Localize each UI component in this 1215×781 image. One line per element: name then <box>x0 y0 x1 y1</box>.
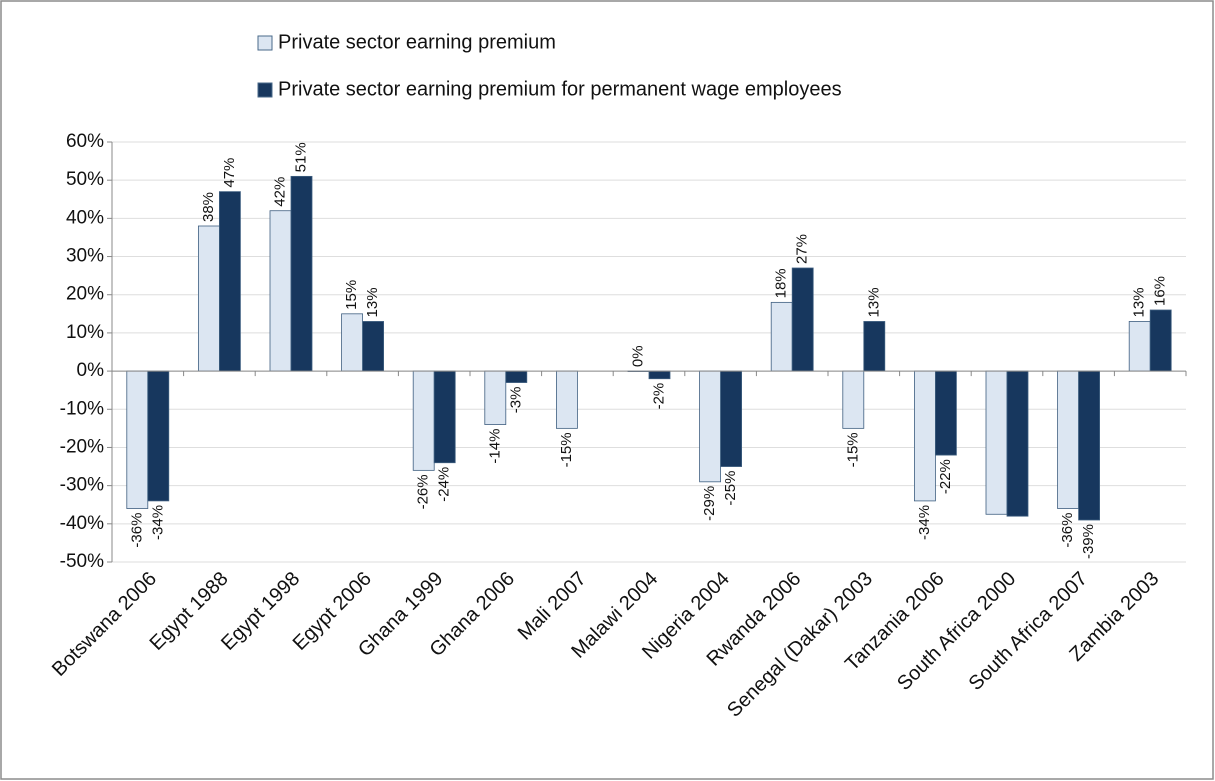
value-label: 15% <box>343 280 360 310</box>
bar <box>484 370 507 425</box>
value-label: 13% <box>865 287 882 317</box>
y-tick-label: -30% <box>60 475 104 496</box>
value-label: 27% <box>794 234 811 264</box>
bar <box>218 191 241 372</box>
value-label: -36% <box>128 513 145 548</box>
legend-label: Private sector earning premium <box>278 31 556 53</box>
bar <box>985 370 1008 515</box>
bar <box>269 210 292 372</box>
value-label: 13% <box>1131 287 1148 317</box>
value-label: -34% <box>916 505 933 540</box>
bar <box>1149 309 1172 372</box>
y-tick-label: -50% <box>60 551 104 572</box>
y-tick-label: 0% <box>77 360 105 381</box>
y-tick-label: -40% <box>60 513 104 534</box>
value-label: -25% <box>722 471 739 506</box>
value-label: -3% <box>507 387 524 414</box>
bar <box>341 313 364 372</box>
bar <box>935 370 957 456</box>
bar <box>197 225 220 372</box>
bar <box>914 370 936 502</box>
bar <box>648 370 671 380</box>
value-label: -2% <box>650 383 667 410</box>
bar <box>720 370 742 467</box>
bar <box>863 321 886 372</box>
bar <box>505 370 528 383</box>
bar <box>1006 370 1029 517</box>
y-tick-label: -10% <box>60 398 104 419</box>
bar <box>147 370 170 502</box>
legend-swatch <box>257 82 273 98</box>
bar <box>556 370 578 429</box>
bar <box>412 370 435 471</box>
bar <box>126 370 149 509</box>
value-label: 42% <box>271 177 288 207</box>
bar <box>433 370 456 464</box>
bar <box>290 175 313 372</box>
value-label: 0% <box>629 345 646 367</box>
bar <box>1078 370 1100 521</box>
value-label: -26% <box>415 474 432 509</box>
y-tick-label: 50% <box>66 169 104 190</box>
value-label: 51% <box>292 142 309 172</box>
value-label: 13% <box>364 287 381 317</box>
value-label: -22% <box>937 459 954 494</box>
value-label: 47% <box>221 158 238 188</box>
value-label: -36% <box>1059 513 1076 548</box>
legend-swatch <box>257 35 273 51</box>
bar <box>699 370 721 483</box>
value-label: -24% <box>436 467 453 502</box>
bar <box>362 321 385 372</box>
y-tick-label: 40% <box>66 207 104 228</box>
value-label: -39% <box>1080 524 1097 559</box>
bar <box>842 370 865 429</box>
y-tick-label: 20% <box>66 284 104 305</box>
value-label: 16% <box>1152 276 1169 306</box>
bar <box>1057 370 1079 509</box>
value-label: -15% <box>844 432 861 467</box>
value-label: 38% <box>200 192 217 222</box>
y-tick-label: 30% <box>66 246 104 267</box>
y-tick-label: -20% <box>60 436 104 457</box>
value-label: 18% <box>773 268 790 298</box>
bar <box>1128 321 1151 372</box>
bar <box>791 267 814 372</box>
y-tick-label: 60% <box>66 131 104 152</box>
value-label: -15% <box>558 432 575 467</box>
bar <box>770 301 793 372</box>
value-label: -29% <box>701 486 718 521</box>
y-tick-label: 10% <box>66 322 104 343</box>
value-label: -14% <box>486 429 503 464</box>
legend-label: Private sector earning premium for perma… <box>278 78 842 100</box>
value-label: -34% <box>149 505 166 540</box>
